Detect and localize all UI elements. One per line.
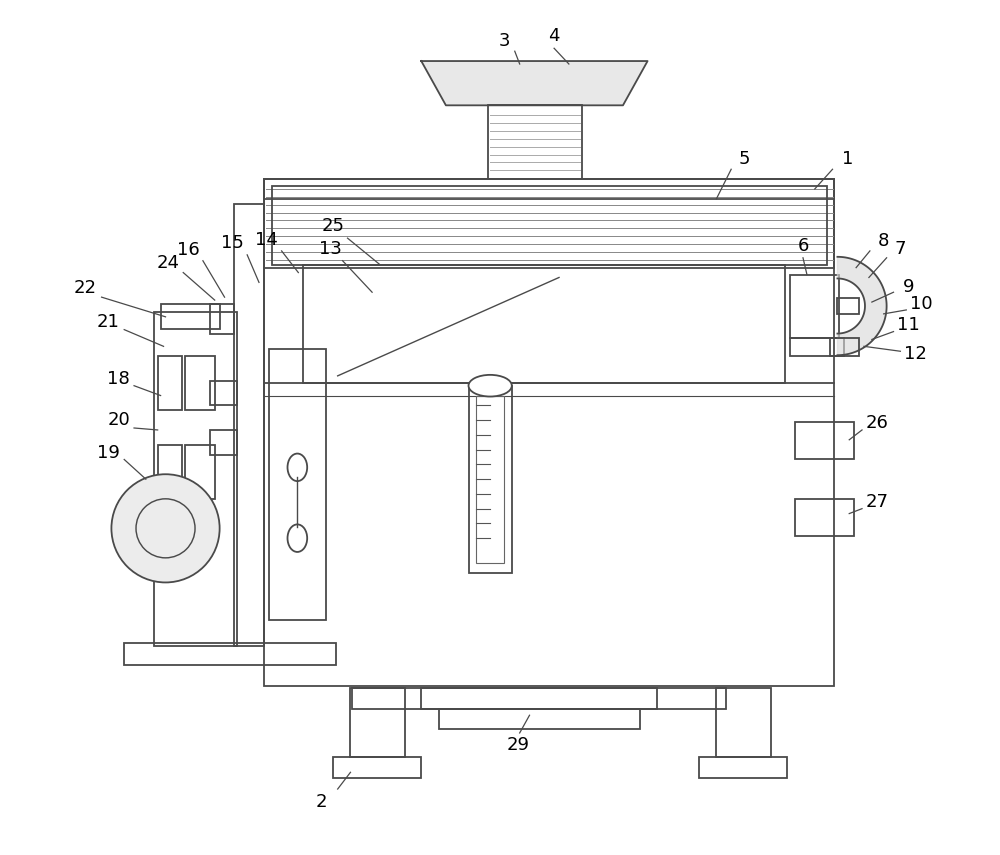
Text: 6: 6: [797, 237, 809, 255]
Bar: [795, 422, 854, 459]
Bar: [210, 430, 237, 455]
Bar: [264, 179, 834, 198]
Text: 21: 21: [97, 313, 120, 331]
Text: 8: 8: [878, 232, 889, 250]
Text: 11: 11: [897, 315, 920, 333]
Bar: [234, 203, 264, 646]
Text: 12: 12: [904, 345, 927, 363]
Text: 10: 10: [910, 295, 932, 313]
Text: 29: 29: [506, 736, 529, 754]
Text: 19: 19: [97, 444, 120, 462]
Text: 14: 14: [255, 231, 278, 249]
Bar: [488, 105, 582, 179]
Bar: [830, 339, 859, 357]
Text: 24: 24: [157, 254, 180, 272]
Text: 27: 27: [865, 492, 888, 510]
Text: 5: 5: [738, 150, 750, 168]
Text: 25: 25: [321, 217, 344, 235]
Bar: [350, 687, 405, 757]
Bar: [185, 445, 215, 498]
Polygon shape: [421, 61, 648, 105]
Bar: [264, 179, 834, 268]
Bar: [795, 498, 854, 536]
Bar: [476, 396, 504, 563]
Bar: [210, 304, 234, 333]
Bar: [790, 274, 839, 339]
Text: 1: 1: [842, 150, 853, 168]
Bar: [272, 186, 827, 265]
Circle shape: [111, 475, 220, 582]
Ellipse shape: [469, 374, 512, 397]
Bar: [303, 265, 785, 383]
Bar: [469, 386, 512, 573]
Text: 9: 9: [903, 279, 914, 297]
Text: 20: 20: [108, 411, 131, 429]
Bar: [158, 357, 182, 410]
Text: 22: 22: [73, 280, 96, 298]
Bar: [837, 298, 859, 314]
Text: 16: 16: [177, 241, 200, 259]
Bar: [264, 179, 834, 686]
Bar: [210, 380, 237, 405]
Bar: [439, 710, 640, 729]
Text: 15: 15: [221, 234, 244, 252]
Bar: [161, 304, 220, 328]
Bar: [421, 687, 657, 710]
Bar: [352, 687, 726, 710]
Text: 18: 18: [107, 370, 130, 388]
Bar: [185, 357, 215, 410]
Text: 2: 2: [315, 793, 327, 811]
Text: 13: 13: [319, 240, 342, 258]
Bar: [154, 312, 237, 646]
Bar: [333, 757, 421, 778]
Bar: [716, 687, 771, 757]
Bar: [158, 445, 182, 498]
Bar: [699, 757, 787, 778]
Bar: [269, 350, 326, 620]
Text: 26: 26: [865, 414, 888, 432]
Bar: [790, 339, 844, 357]
Text: 4: 4: [548, 27, 560, 45]
Bar: [124, 644, 336, 665]
Polygon shape: [837, 256, 887, 355]
Text: 7: 7: [895, 240, 906, 258]
Text: 3: 3: [499, 32, 511, 50]
